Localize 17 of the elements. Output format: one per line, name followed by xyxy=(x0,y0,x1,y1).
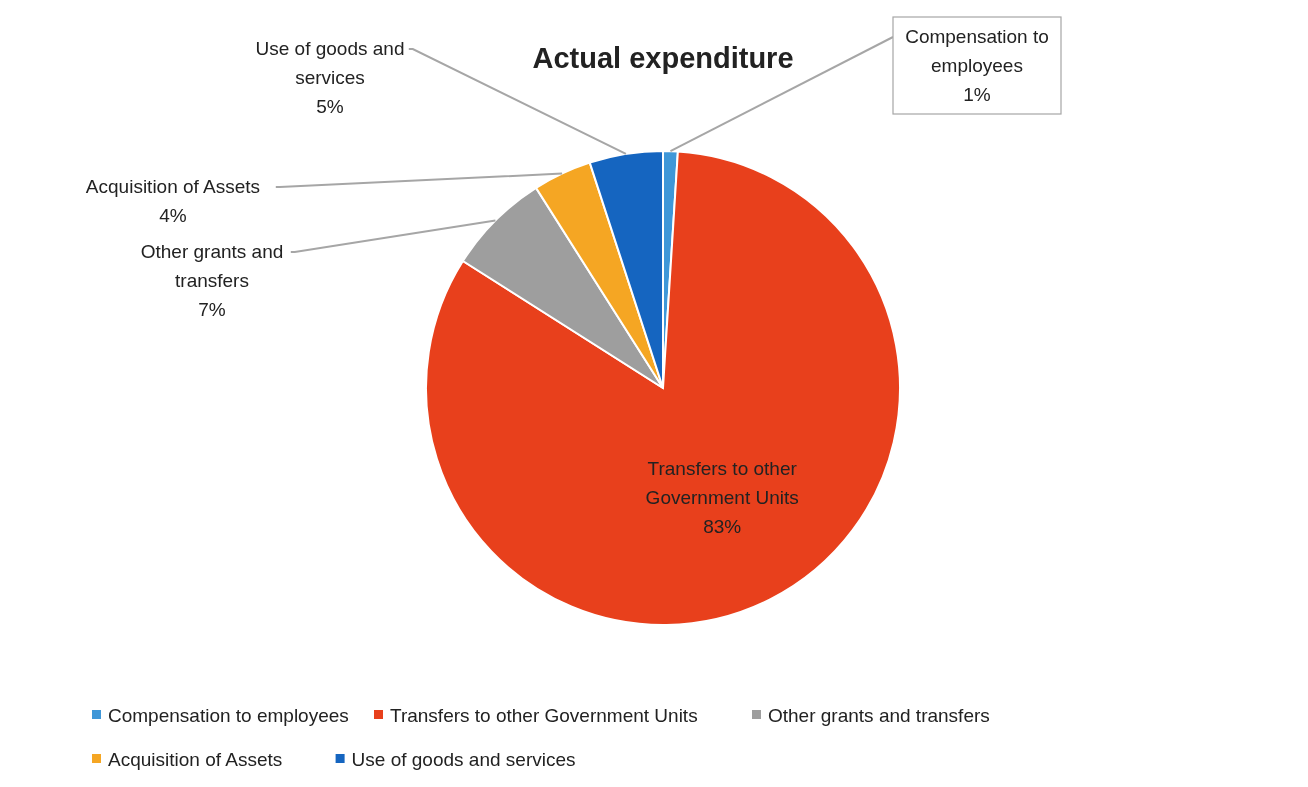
pie-slice xyxy=(425,150,901,626)
legend-label: Acquisition of Assets xyxy=(108,749,283,770)
legend-label: Compensation to employees xyxy=(108,705,349,726)
legend-label: Other grants and transfers xyxy=(768,705,990,726)
slice-label: Compensation to employees xyxy=(905,26,1049,76)
slice-label: Other grants and transfers xyxy=(140,241,284,291)
slice-label: Acquisition of Assets xyxy=(85,176,261,197)
legend-label: Use of goods and services xyxy=(351,749,576,770)
legend-label: Transfers to other Government Units xyxy=(390,705,698,726)
data-label: 1% xyxy=(963,84,991,105)
data-label: 4% xyxy=(159,205,187,226)
slice-label: Use of goods and services xyxy=(255,38,405,88)
data-label: 7% xyxy=(198,299,226,320)
data-label: 5% xyxy=(316,96,344,117)
chart-title: Actual expenditure xyxy=(532,42,794,74)
data-label: 83% xyxy=(703,516,742,538)
slice-label: Transfers to other Government Units xyxy=(645,458,799,509)
